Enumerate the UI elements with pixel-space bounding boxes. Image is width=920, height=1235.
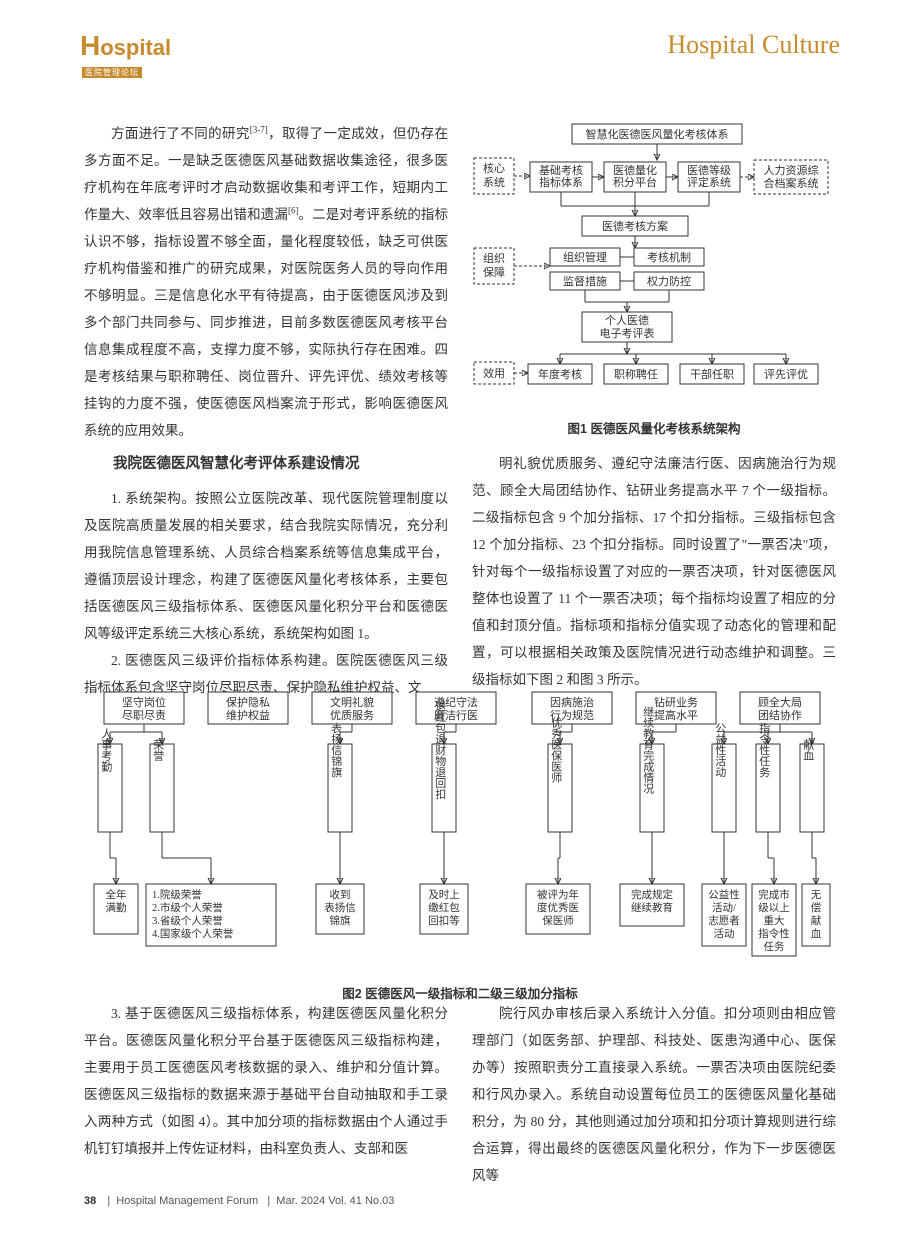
svg-text:评定系统: 评定系统 — [687, 175, 731, 189]
svg-text:指令性任务: 指令性任务 — [758, 721, 771, 777]
svg-text:活动/: 活动/ — [712, 902, 736, 914]
svg-text:钻研业务: 钻研业务 — [654, 695, 698, 709]
svg-text:无: 无 — [811, 890, 822, 901]
svg-text:效用: 效用 — [483, 366, 505, 380]
svg-text:保医师: 保医师 — [542, 914, 574, 927]
svg-text:全年: 全年 — [106, 888, 127, 901]
svg-text:考核机制: 考核机制 — [647, 250, 691, 264]
svg-text:1.院级荣誉: 1.院级荣誉 — [152, 888, 202, 901]
svg-text:级以上: 级以上 — [758, 902, 790, 914]
svg-text:顾全大局: 顾全大局 — [758, 695, 802, 709]
svg-text:被评为年: 被评为年 — [537, 888, 579, 901]
logo-h: H — [80, 30, 100, 62]
svg-text:尽职尽责: 尽职尽责 — [122, 709, 166, 722]
svg-text:收到: 收到 — [330, 888, 351, 901]
issue-info: Mar. 2024 Vol. 41 No.03 — [276, 1195, 394, 1207]
svg-text:重大: 重大 — [764, 914, 785, 927]
svg-text:回扣等: 回扣等 — [428, 914, 460, 927]
right-para-1: 明礼貌优质服务、遵纪守法廉洁行医、因病施治行为规范、顾全大局团结协作、钻研业务提… — [472, 450, 836, 693]
svg-text:基础考核: 基础考核 — [539, 163, 583, 177]
lower-left: 3. 基于医德医风三级指标体系，构建医德医风量化积分平台。医德医风量化积分平台基… — [84, 1000, 448, 1189]
svg-text:合档案系统: 合档案系统 — [764, 176, 819, 190]
svg-text:优质服务: 优质服务 — [330, 709, 374, 722]
svg-text:完成规定: 完成规定 — [631, 888, 673, 901]
logo-sub: 医院管理论坛 — [82, 67, 142, 78]
svg-text:权力防控: 权力防控 — [647, 274, 691, 288]
section-heading: 我院医德医风智慧化考评体系建设情况 — [84, 450, 448, 479]
svg-text:指标体系: 指标体系 — [539, 175, 583, 189]
svg-text:干部任职: 干部任职 — [690, 367, 734, 381]
svg-text:年度考核: 年度考核 — [538, 367, 582, 381]
svg-text:公益性活动: 公益性活动 — [714, 723, 727, 778]
svg-text:监督措施: 监督措施 — [563, 274, 607, 288]
svg-text:组织: 组织 — [483, 251, 505, 265]
fig1-caption: 图1 医德医风量化考核系统架构 — [472, 417, 836, 442]
right-column: 智慧化医德医风量化考核体系 核心 系统 基础考核指标体系 医德量化积分平台 医德… — [472, 120, 836, 701]
lower-right-p: 院行风办审核后录入系统计入分值。扣分项则由相应管理部门（如医务部、护理部、科技处… — [472, 1000, 836, 1189]
svg-text:因病施治: 因病施治 — [550, 695, 594, 709]
svg-text:及时上: 及时上 — [428, 889, 460, 901]
svg-text:职称聘任: 职称聘任 — [614, 367, 658, 381]
page-header-title: Hospital Culture — [667, 30, 840, 60]
svg-text:提高水平: 提高水平 — [654, 708, 698, 722]
svg-text:4.国家级个人荣誉: 4.国家级个人荣誉 — [152, 927, 234, 940]
logo-main: ospital — [100, 35, 171, 60]
svg-text:保障: 保障 — [483, 265, 505, 279]
figure-2: 坚守岗位尽职尽责保护隐私维护权益文明礼貌优质服务遵纪守法廉洁行医因病施治行为规范… — [84, 688, 836, 1010]
svg-text:满勤: 满勤 — [106, 901, 127, 914]
logo: Hospital 医院管理论坛 — [80, 30, 171, 80]
svg-text:表扬信锦旗: 表扬信锦旗 — [330, 721, 343, 778]
svg-text:完成市: 完成市 — [758, 888, 790, 901]
svg-text:任务: 任务 — [764, 940, 785, 953]
svg-text:缴红包: 缴红包 — [428, 901, 460, 914]
svg-text:系统: 系统 — [483, 176, 505, 189]
svg-text:医德量化: 医德量化 — [613, 163, 657, 177]
svg-text:医德考核方案: 医德考核方案 — [602, 219, 668, 233]
svg-text:公益性: 公益性 — [708, 888, 740, 901]
left-column: 方面进行了不同的研究[3-7]，取得了一定成效，但仍存在多方面不足。一是缺乏医德… — [84, 120, 448, 701]
para-1: 方面进行了不同的研究[3-7]，取得了一定成效，但仍存在多方面不足。一是缺乏医德… — [84, 120, 448, 444]
svg-text:表扬信: 表扬信 — [324, 901, 356, 914]
svg-text:志愿者: 志愿者 — [708, 914, 740, 927]
footer: 38 | Hospital Management Forum | Mar. 20… — [84, 1195, 394, 1207]
svg-text:活动: 活动 — [714, 928, 735, 940]
svg-text:医德等级: 医德等级 — [687, 163, 731, 177]
svg-text:个人医德: 个人医德 — [605, 313, 649, 327]
page-number: 38 — [84, 1195, 96, 1207]
svg-text:维护权益: 维护权益 — [226, 708, 270, 722]
svg-text:3.省级个人荣誉: 3.省级个人荣誉 — [152, 914, 223, 927]
svg-text:组织管理: 组织管理 — [563, 250, 607, 264]
svg-text:保护隐私: 保护隐私 — [226, 695, 270, 709]
svg-text:血: 血 — [811, 927, 822, 940]
svg-text:坚守岗位: 坚守岗位 — [122, 695, 166, 709]
svg-text:电子考评表: 电子考评表 — [600, 326, 655, 340]
lower-right: 院行风办审核后录入系统计入分值。扣分项则由相应管理部门（如医务部、护理部、科技处… — [472, 1000, 836, 1189]
para-2: 1. 系统架构。按照公立医院改革、现代医院管理制度以及医院高质量发展的相关要求，… — [84, 485, 448, 647]
svg-text:偿: 偿 — [811, 901, 822, 914]
journal-name: Hospital Management Forum — [116, 1195, 258, 1207]
svg-text:积分平台: 积分平台 — [613, 175, 657, 189]
svg-text:度优秀医: 度优秀医 — [537, 901, 579, 914]
svg-text:智慧化医德医风量化考核体系: 智慧化医德医风量化考核体系 — [586, 127, 729, 141]
svg-text:文明礼貌: 文明礼貌 — [330, 695, 374, 709]
svg-text:人力资源综: 人力资源综 — [764, 163, 819, 177]
svg-text:继续教育完成情况: 继续教育完成情况 — [642, 706, 655, 794]
svg-text:退红包退财物退回扣: 退红包退财物退回扣 — [434, 700, 447, 800]
svg-text:评先评优: 评先评优 — [764, 368, 808, 381]
lower-left-p: 3. 基于医德医风三级指标体系，构建医德医风量化积分平台。医德医风量化积分平台基… — [84, 1000, 448, 1162]
svg-text:团结协作: 团结协作 — [758, 708, 802, 722]
svg-text:继续教育: 继续教育 — [631, 901, 673, 914]
svg-text:核心: 核心 — [483, 161, 505, 175]
svg-text:指令性: 指令性 — [758, 927, 790, 940]
svg-text:献: 献 — [811, 914, 822, 927]
svg-text:锦旗: 锦旗 — [330, 914, 351, 927]
svg-text:优秀医保医师: 优秀医保医师 — [550, 717, 563, 783]
svg-text:2.市级个人荣誉: 2.市级个人荣誉 — [152, 901, 223, 914]
figure-1: 智慧化医德医风量化考核体系 核心 系统 基础考核指标体系 医德量化积分平台 医德… — [472, 120, 836, 409]
